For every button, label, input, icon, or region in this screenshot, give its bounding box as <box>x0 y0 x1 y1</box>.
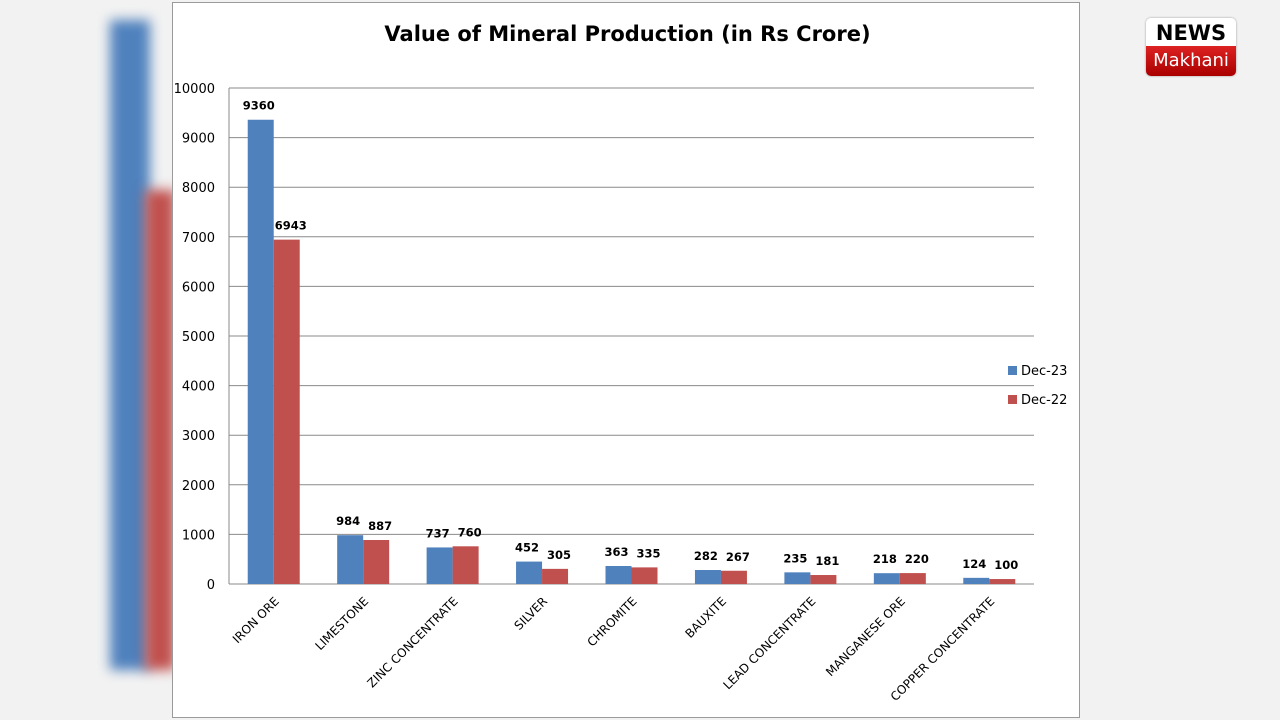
data-label: 737 <box>426 526 450 540</box>
y-tick-label: 1000 <box>182 528 215 543</box>
data-label: 335 <box>636 546 660 560</box>
chart-title: Value of Mineral Production (in Rs Crore… <box>384 22 870 46</box>
bar-dec-22 <box>810 575 837 584</box>
data-label: 124 <box>962 557 986 571</box>
y-tick-label: 4000 <box>182 380 215 395</box>
data-label: 220 <box>905 552 929 566</box>
data-label: 100 <box>994 558 1018 572</box>
bar-dec-22 <box>273 239 300 584</box>
data-label: 984 <box>336 514 360 528</box>
data-label: 305 <box>547 548 571 562</box>
data-label: 887 <box>368 519 392 533</box>
bar-dec-22 <box>989 579 1016 584</box>
data-label: 181 <box>815 554 839 568</box>
x-tick-label: BAUXITE <box>682 594 729 641</box>
legend-swatch-dec-23 <box>1008 366 1017 375</box>
logo-top-text: NEWS <box>1146 18 1236 46</box>
background-blur-bar-red <box>145 190 175 670</box>
logo-bottom-text: Makhani <box>1146 46 1236 76</box>
x-tick-label: MANGANESE ORE <box>823 594 908 679</box>
news-makhani-logo: NEWS Makhani <box>1146 18 1236 76</box>
y-tick-label: 10000 <box>174 82 215 97</box>
bar-dec-22 <box>631 567 658 584</box>
y-tick-label: 2000 <box>182 479 215 494</box>
bar-dec-23 <box>337 535 364 584</box>
bar-dec-23 <box>784 572 811 584</box>
legend-label: Dec-23 <box>1021 364 1067 379</box>
bar-dec-23 <box>605 565 632 584</box>
x-tick-label: CHROMITE <box>584 594 639 649</box>
bar-dec-23 <box>247 119 274 584</box>
data-label: 218 <box>873 552 897 566</box>
x-tick-label: SILVER <box>512 594 551 633</box>
x-tick-label: IRON ORE <box>230 594 282 646</box>
data-label: 363 <box>604 545 628 559</box>
y-tick-label: 9000 <box>182 132 215 147</box>
x-tick-label: ZINC CONCENTRATE <box>365 594 461 690</box>
data-label: 452 <box>515 541 539 555</box>
data-label: 9360 <box>243 99 275 113</box>
bar-chart: Value of Mineral Production (in Rs Crore… <box>174 22 1068 704</box>
y-tick-label: 6000 <box>182 280 215 295</box>
data-label: 235 <box>783 551 807 565</box>
legend-label: Dec-22 <box>1021 393 1067 408</box>
y-tick-label: 5000 <box>182 330 215 345</box>
x-tick-label: LEAD CONCENTRATE <box>720 594 818 692</box>
y-tick-label: 0 <box>207 578 215 593</box>
bar-dec-23 <box>694 570 721 584</box>
bar-dec-22 <box>720 570 747 584</box>
data-label: 6943 <box>275 219 307 233</box>
bar-dec-22 <box>899 573 926 584</box>
y-tick-label: 7000 <box>182 231 215 246</box>
legend-swatch-dec-22 <box>1008 395 1017 404</box>
y-tick-label: 8000 <box>182 181 215 196</box>
x-tick-label: LIMESTONE <box>313 594 372 653</box>
data-label: 760 <box>458 525 482 539</box>
bar-dec-22 <box>363 540 390 584</box>
bar-dec-23 <box>516 561 543 584</box>
y-tick-label: 3000 <box>182 429 215 444</box>
bar-dec-23 <box>963 577 990 584</box>
bar-dec-22 <box>542 568 569 584</box>
bar-dec-22 <box>452 546 479 584</box>
data-label: 267 <box>726 550 750 564</box>
data-label: 282 <box>694 549 718 563</box>
bar-dec-23 <box>426 547 453 584</box>
chart-card: Value of Mineral Production (in Rs Crore… <box>172 2 1080 718</box>
bar-dec-23 <box>873 573 900 584</box>
x-tick-label: COPPER CONCENTRATE <box>888 594 998 704</box>
background-blur-bar-blue <box>110 20 150 670</box>
